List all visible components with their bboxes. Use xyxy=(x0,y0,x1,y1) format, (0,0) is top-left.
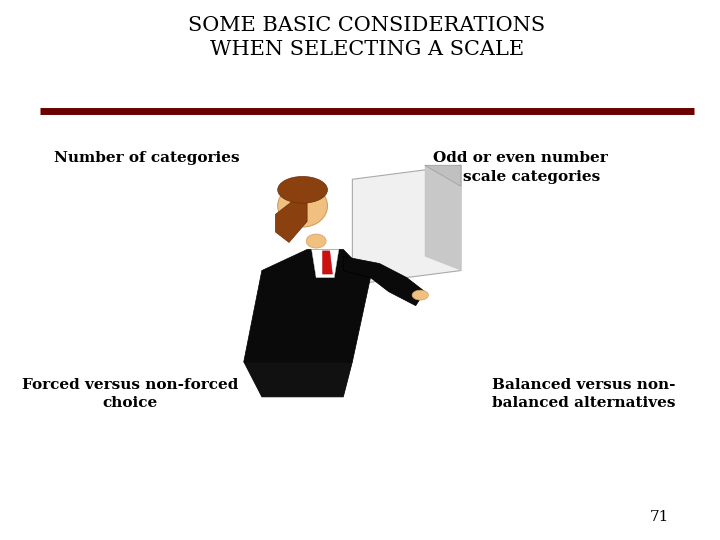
Ellipse shape xyxy=(278,185,328,227)
Polygon shape xyxy=(425,165,461,186)
Polygon shape xyxy=(276,190,307,242)
Polygon shape xyxy=(343,256,425,306)
Text: Odd or even number
of scale categories: Odd or even number of scale categories xyxy=(433,151,608,184)
Polygon shape xyxy=(352,165,461,285)
Polygon shape xyxy=(323,251,333,274)
Polygon shape xyxy=(312,249,339,278)
Polygon shape xyxy=(244,249,371,362)
Text: 71: 71 xyxy=(649,510,669,524)
Polygon shape xyxy=(425,165,461,271)
Text: Number of categories: Number of categories xyxy=(54,151,239,165)
Text: Balanced versus non-
balanced alternatives: Balanced versus non- balanced alternativ… xyxy=(492,378,676,410)
Text: SOME BASIC CONSIDERATIONS
WHEN SELECTING A SCALE: SOME BASIC CONSIDERATIONS WHEN SELECTING… xyxy=(189,16,546,59)
Polygon shape xyxy=(244,362,352,397)
Ellipse shape xyxy=(306,234,326,248)
Ellipse shape xyxy=(412,290,428,300)
Ellipse shape xyxy=(278,177,328,203)
Text: Forced versus non-forced
choice: Forced versus non-forced choice xyxy=(22,378,238,410)
